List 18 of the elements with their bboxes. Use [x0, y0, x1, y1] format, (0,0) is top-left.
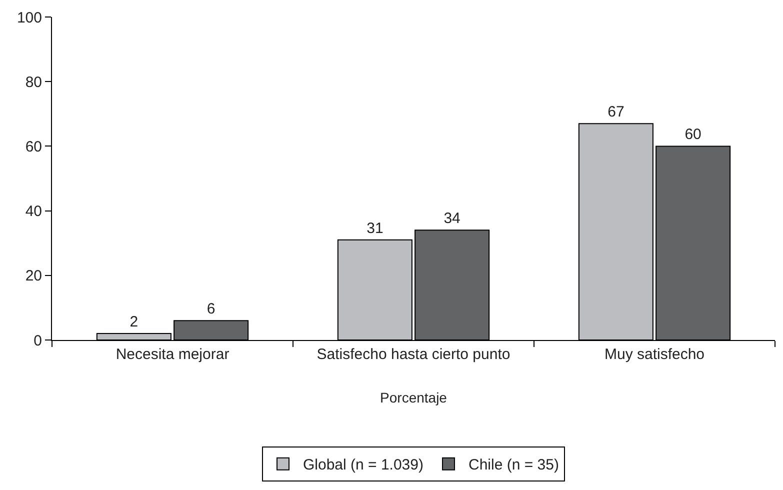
data-label: 2	[130, 314, 138, 331]
y-tick-label: 80	[25, 74, 42, 91]
y-tick-label: 100	[16, 9, 42, 26]
x-tick-label: Necesita mejorar	[116, 346, 230, 363]
data-label: 60	[684, 126, 702, 144]
data-label: 6	[206, 300, 216, 318]
x-axis-title: Porcentaje	[380, 389, 448, 406]
data-label: 67	[608, 104, 624, 121]
data-label: 31	[366, 220, 384, 237]
legend-label: Global (n = 1.039)	[303, 456, 424, 474]
x-tick-label: Muy satisfecho	[604, 346, 705, 363]
y-tick-label: 40	[25, 203, 42, 220]
x-tick-label: Satisfecho hasta cierto punto	[316, 346, 510, 363]
data-label: 34	[444, 210, 460, 228]
legend-label: Chile (n = 35)	[468, 456, 559, 474]
y-tick-label: 60	[25, 138, 42, 156]
y-tick-label: 20	[25, 268, 42, 285]
y-tick-label: 0	[34, 332, 42, 350]
